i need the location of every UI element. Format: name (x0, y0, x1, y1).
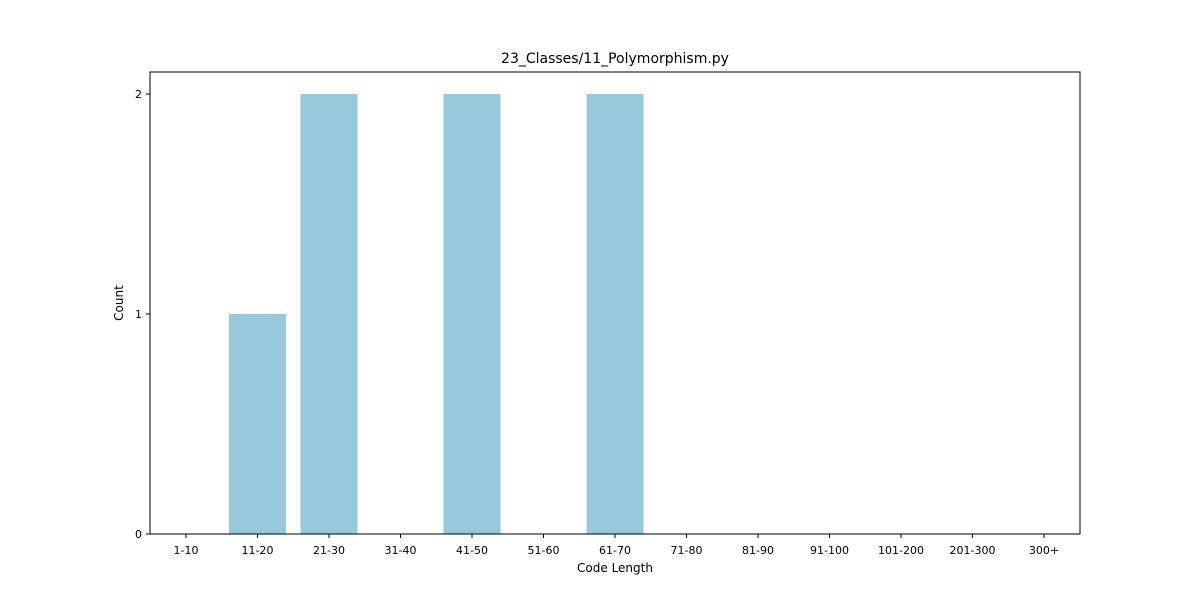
x-tick-label: 31-40 (385, 544, 417, 557)
chart-title: 23_Classes/11_Polymorphism.py (501, 51, 729, 67)
x-tick-label: 91-100 (810, 544, 849, 557)
x-tick-label: 201-300 (950, 544, 996, 557)
y-tick-label: 2 (135, 88, 142, 101)
x-tick-label: 300+ (1029, 544, 1059, 557)
x-tick-label: 81-90 (742, 544, 774, 557)
x-tick-label: 61-70 (599, 544, 631, 557)
x-tick-label: 101-200 (878, 544, 924, 557)
x-tick-label: 71-80 (671, 544, 703, 557)
x-ticks-layer: 1-10 11-20 21-30 31-40 41-50 51-60 61-70 71-80 8… (174, 534, 1059, 557)
y-tick-label: 1 (135, 308, 142, 321)
bars-layer (229, 94, 644, 534)
bar-21-30 (300, 94, 358, 534)
x-tick-label: 21-30 (313, 544, 345, 557)
y-ticks-layer: 0 1 2 (135, 88, 150, 541)
x-tick-label: 51-60 (528, 544, 560, 557)
bar-61-70 (586, 94, 644, 534)
x-tick-label: 11-20 (242, 544, 274, 557)
plot-frame (149, 71, 1081, 535)
x-tick-label: 41-50 (456, 544, 488, 557)
x-axis-label: Code Length (577, 561, 653, 575)
bar-11-20 (229, 314, 286, 534)
y-tick-label: 0 (135, 528, 142, 541)
bar-41-50 (443, 94, 501, 534)
y-axis-label: Count (112, 285, 126, 321)
x-tick-label: 1-10 (174, 544, 199, 557)
